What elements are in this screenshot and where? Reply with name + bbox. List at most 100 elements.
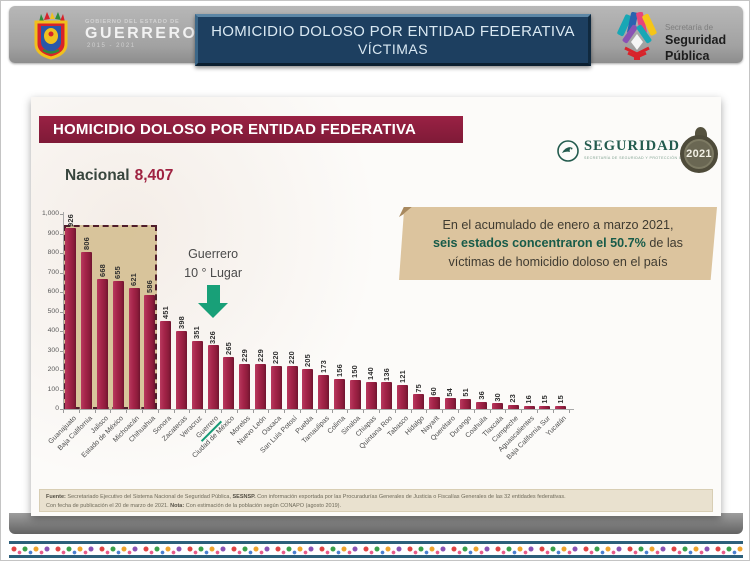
slide-title-line1: HOMICIDIO DOLOSO POR ENTIDAD FEDERATIVA: [211, 23, 575, 40]
bar-guanajuato: [65, 228, 77, 409]
main-card: HOMICIDIO DOLOSO POR ENTIDAD FEDERATIVA …: [31, 97, 721, 516]
x-tick-mark: [521, 410, 523, 413]
y-tick-label: 100: [47, 385, 59, 393]
x-tick-mark: [78, 410, 80, 413]
y-tick-label: 800: [47, 249, 59, 256]
x-tick-mark: [394, 410, 396, 413]
bar-veracruz: [191, 340, 203, 409]
bar-value-label: 451: [160, 306, 170, 320]
annotation-line2: 10 ° Lugar: [184, 265, 242, 280]
ssp-name: Seguridad Pública: [665, 33, 727, 63]
bar-value-label: 136: [381, 367, 391, 381]
bar-value-label: 15: [539, 395, 549, 405]
x-tick-mark: [379, 410, 380, 413]
bar-colima: [334, 378, 345, 409]
bar-durango: [460, 399, 472, 409]
x-tick-mark: [426, 410, 428, 413]
card-title: HOMICIDIO DOLOSO POR ENTIDAD FEDERATIVA: [53, 121, 417, 138]
x-tick-mark: [63, 410, 64, 413]
fuente-text2: Con información exportada por las Procur…: [255, 494, 566, 500]
bar-value-label: 806: [81, 236, 91, 250]
y-axis-line: [63, 212, 64, 409]
x-tick-mark: [442, 410, 444, 413]
bar-value-label: 229: [255, 349, 265, 363]
x-tick-mark: [410, 410, 412, 413]
bar-value-label: 156: [334, 363, 344, 377]
bar-value-label: 36: [476, 391, 486, 400]
x-tick-mark: [173, 410, 175, 413]
y-tick-label: 0: [55, 405, 59, 412]
callout-line2-rest: de las: [645, 236, 683, 251]
bar-chiapas: [365, 381, 377, 409]
bar-sonora: [160, 321, 172, 409]
bar-value-label: 926: [65, 213, 75, 227]
gov-name: GUERRERO: [85, 25, 198, 43]
y-tick-label: 400: [47, 327, 59, 334]
bar-zacatecas: [176, 331, 187, 409]
callout-line2-bold: seis estados concentraron el 50.7%: [433, 236, 646, 251]
x-tick-mark: [157, 410, 159, 413]
x-tick-mark: [284, 410, 286, 413]
bar-quer-taro: [444, 398, 456, 409]
pub-date-text: Con fecha de publicación el 20 de marzo …: [46, 502, 171, 509]
down-arrow-head-icon: [198, 303, 229, 318]
down-arrow-icon: [206, 285, 220, 303]
ssp-emblem-icon: [617, 12, 657, 60]
bar-sinaloa: [349, 379, 361, 409]
x-tick-mark: [537, 410, 538, 413]
card-title-bar: HOMICIDIO DOLOSO POR ENTIDAD FEDERATIVA: [39, 116, 463, 143]
bar-value-label: 220: [271, 351, 281, 365]
x-tick-mark: [126, 410, 128, 413]
x-tick-mark: [110, 410, 112, 413]
bar-tamaulipas: [318, 375, 330, 409]
x-tick-mark: [552, 410, 554, 413]
x-tick-mark: [221, 410, 222, 413]
bar-value-label: 75: [413, 383, 423, 393]
bar-value-label: 668: [97, 263, 107, 277]
callout-box: En el acumulado de enero a marzo 2021, s…: [399, 207, 717, 280]
bar-value-label: 351: [192, 325, 202, 339]
y-tick-mark: [60, 253, 63, 254]
bar-chihuahua: [144, 294, 156, 409]
x-tick-mark: [473, 410, 475, 413]
x-tick-mark: [347, 410, 349, 413]
callout-line2: seis estados concentraron el 50.7% de la…: [433, 234, 683, 252]
x-tick-mark: [236, 410, 238, 413]
x-tick-mark: [189, 410, 191, 413]
bar-value-label: 265: [223, 342, 233, 356]
gov-years: 2015 - 2021: [87, 42, 136, 49]
bar-jalisco: [97, 278, 108, 409]
guerrero-rank-annotation: Guerrero 10 ° Lugar: [158, 245, 268, 283]
x-tick-mark: [331, 410, 333, 413]
bar-value-label: 60: [429, 386, 439, 396]
callout-line3: víctimas de homicidio doloso en el país: [448, 254, 668, 269]
x-tick-mark: [315, 410, 317, 413]
top-states-highlight-box: [64, 225, 157, 409]
y-tick-mark: [60, 311, 63, 313]
x-tick-mark: [205, 410, 207, 413]
bar-nayarit: [428, 397, 440, 409]
source-line2: Con fecha de publicación el 20 de marzo …: [46, 502, 706, 511]
y-tick-mark: [60, 370, 63, 371]
seguridad-sublabel: SECRETARÍA DE SEGURIDAD Y PROTECCIÓN CIU…: [584, 155, 704, 160]
callout-line1: En el acumulado de enero a marzo 2021,: [442, 218, 674, 233]
bar-oaxaca: [270, 366, 282, 409]
bar-value-label: 655: [113, 266, 123, 280]
guerrero-coat-of-arms-icon: [34, 12, 68, 60]
bottom-gray-slab: [9, 513, 743, 534]
bar-value-label: 398: [176, 316, 186, 330]
fuente-text1: Secretariado Ejecutivo del Sistema Nacio…: [65, 494, 233, 500]
annotation-line1: Guerrero: [188, 247, 239, 261]
bar-baja-california: [81, 251, 93, 409]
bar-value-label: 586: [144, 279, 154, 293]
x-axis-line: [63, 409, 574, 410]
bar-san-luis-potos-: [286, 366, 298, 409]
bar-value-label: 140: [366, 366, 376, 380]
y-tick-label: 500: [47, 307, 59, 315]
bar-puebla: [302, 369, 314, 409]
y-tick-label: 900: [47, 229, 59, 237]
bar-nuevo-le-n: [255, 364, 266, 409]
bar-guerrero: [207, 345, 219, 409]
bar-value-label: 121: [397, 370, 407, 384]
